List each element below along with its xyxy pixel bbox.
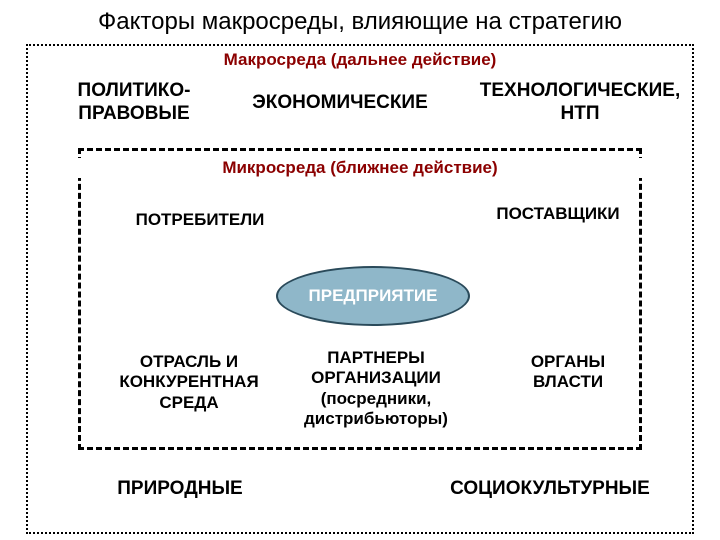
micro-item-consumers: ПОТРЕБИТЕЛИ — [110, 210, 290, 230]
micro-item-authorities: ОРГАНЫВЛАСТИ — [498, 352, 638, 393]
micro-item-suppliers: ПОСТАВЩИКИ — [478, 204, 638, 224]
macro-item-political: ПОЛИТИКО-ПРАВОВЫЕ — [44, 80, 224, 126]
micro-item-industry: ОТРАСЛЬ ИКОНКУРЕНТНАЯСРЕДА — [94, 352, 284, 413]
macro-item-sociocultural: СОЦИОКУЛЬТУРНЫЕ — [420, 478, 680, 501]
macro-item-natural: ПРИРОДНЫЕ — [80, 478, 280, 501]
macro-heading: Макросреда (дальнее действие) — [0, 50, 720, 70]
page-title: Факторы макросреды, влияющие на стратеги… — [0, 8, 720, 36]
macro-item-technological: ТЕХНОЛОГИЧЕСКИЕ,НТП — [460, 80, 700, 126]
micro-item-partners: ПАРТНЕРЫОРГАНИЗАЦИИ(посредники,дистрибью… — [286, 348, 466, 430]
micro-heading: Микросреда (ближнее действие) — [78, 158, 642, 178]
center-enterprise: ПРЕДПРИЯТИЕ — [276, 266, 470, 326]
center-label: ПРЕДПРИЯТИЕ — [309, 286, 438, 306]
macro-item-economic: ЭКОНОМИЧЕСКИЕ — [230, 92, 450, 115]
